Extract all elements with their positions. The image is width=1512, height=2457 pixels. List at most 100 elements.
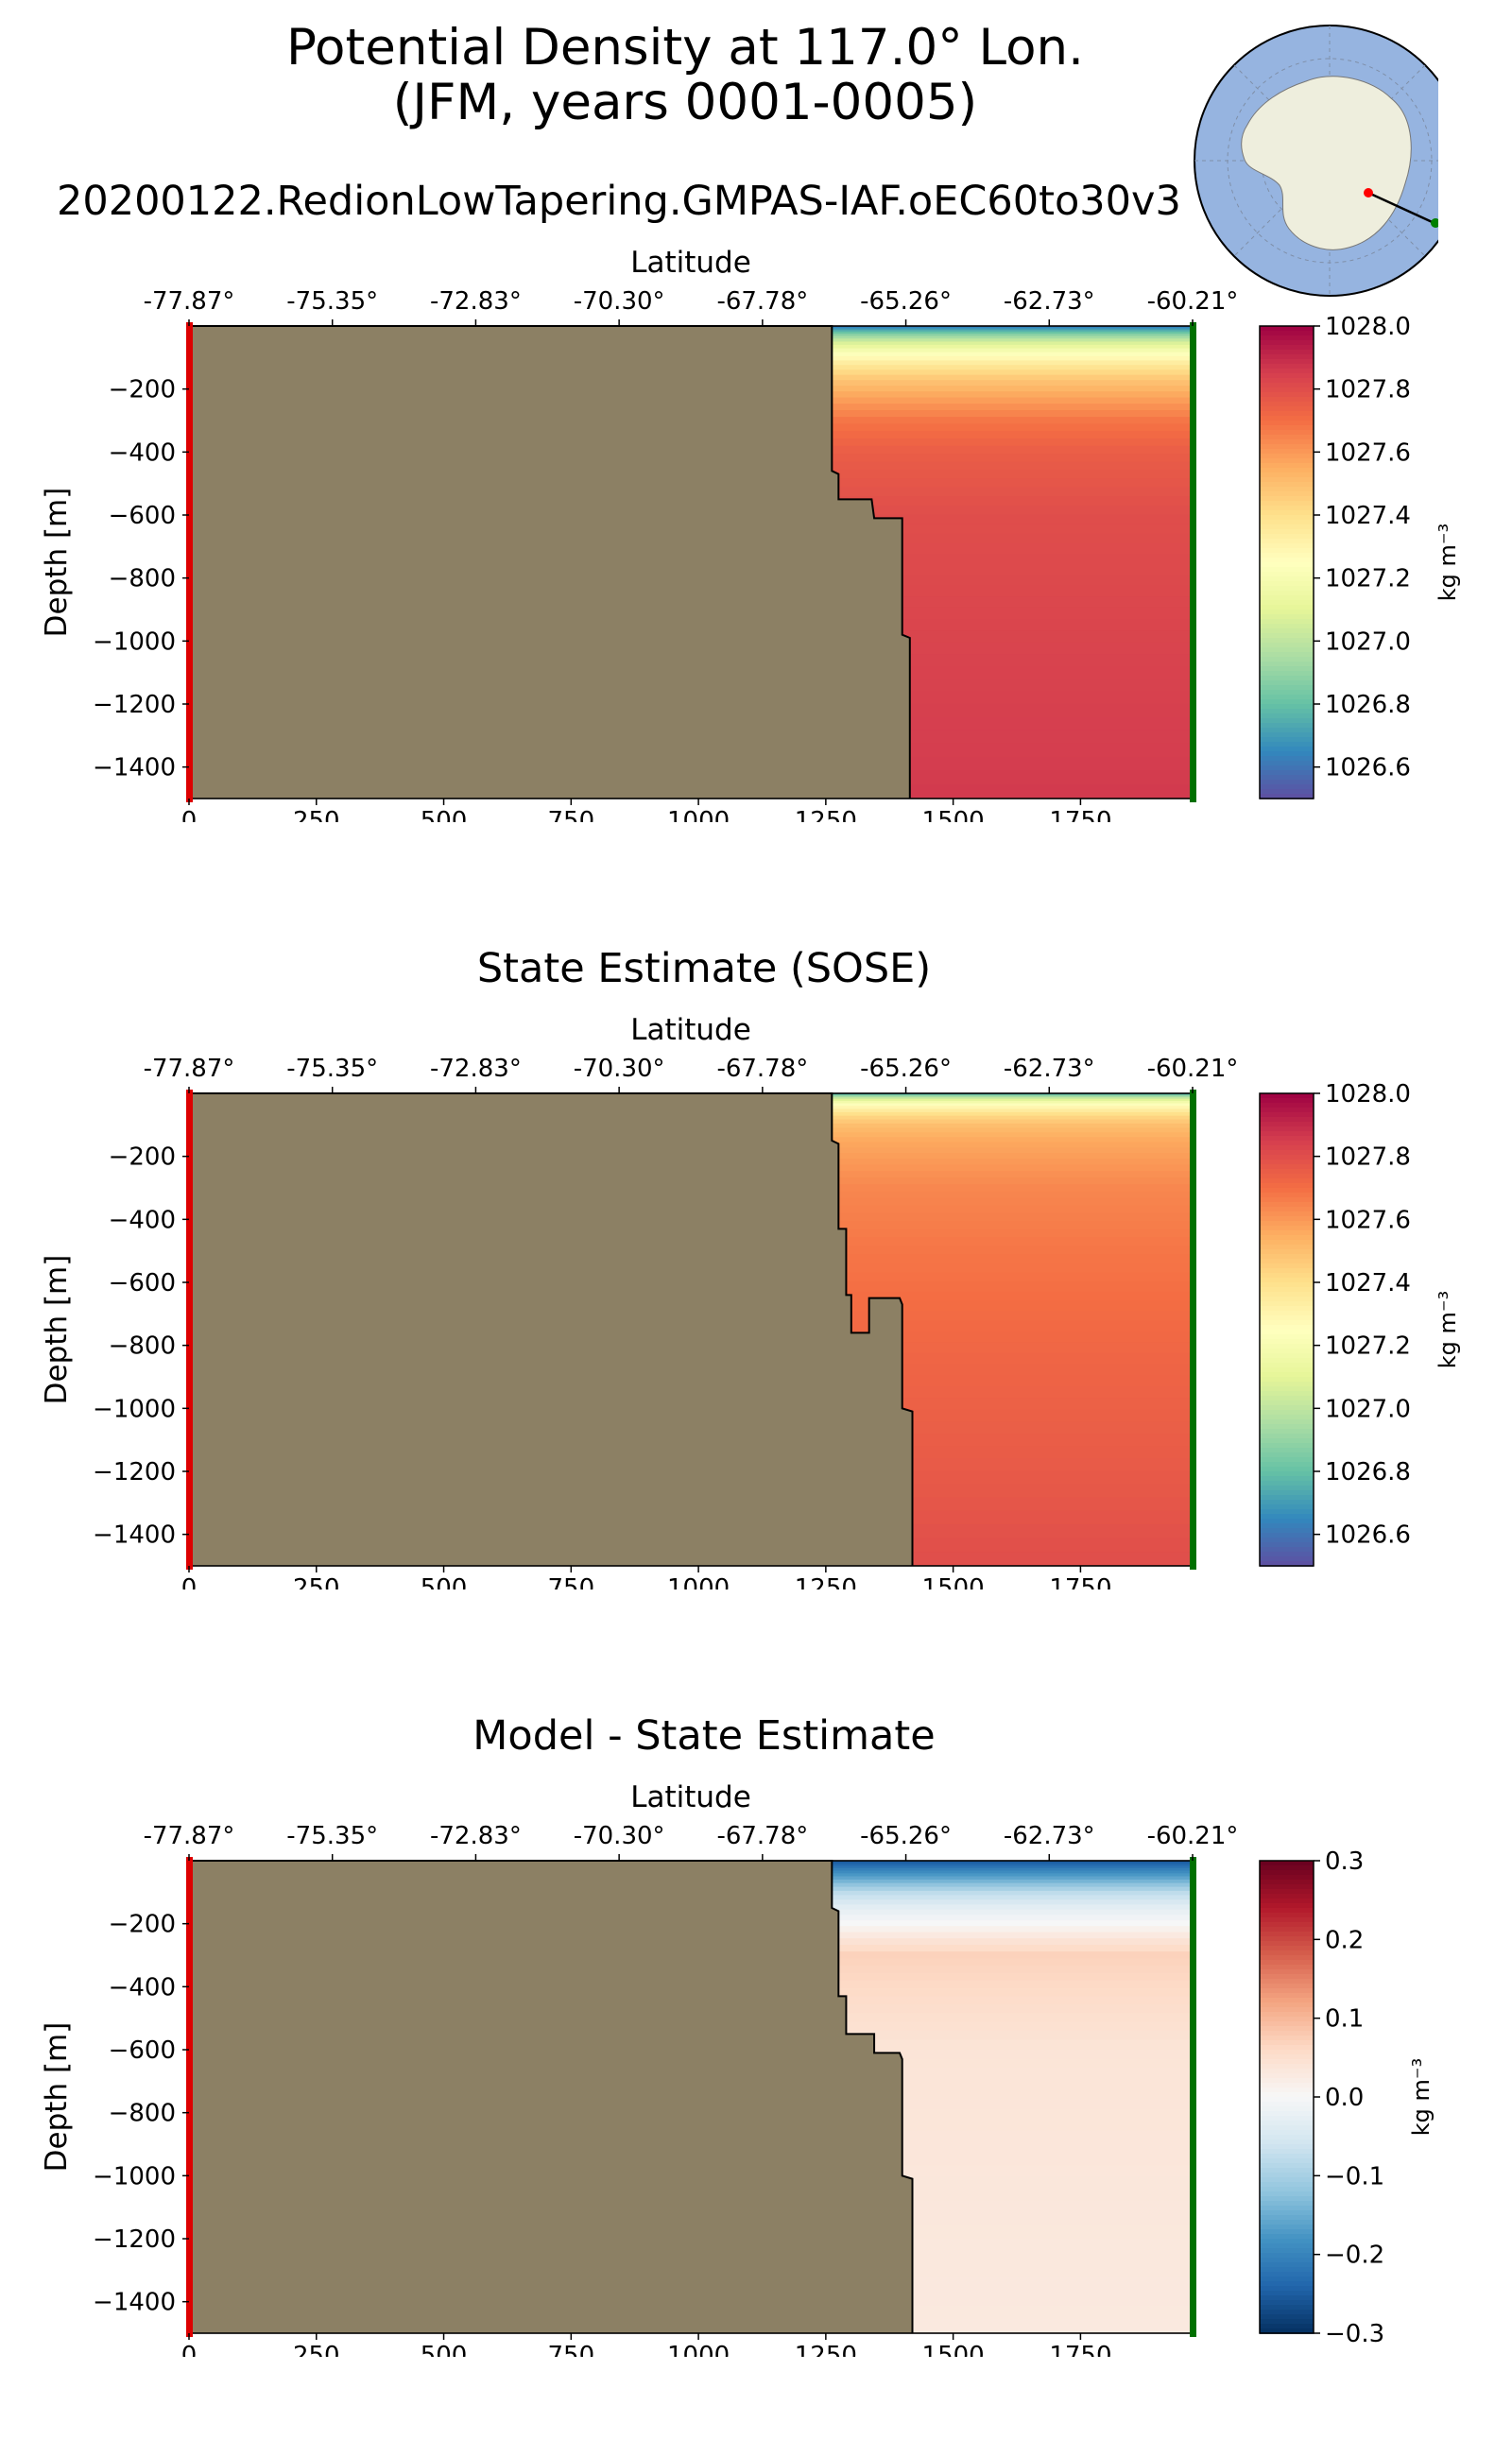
colorbar-segment [1260,581,1314,587]
colorbar-segment [1260,1178,1314,1184]
colorbar-segment [1260,2239,1314,2244]
colorbar-segment [1260,1979,1314,1984]
colorbar-segment [1260,510,1314,516]
colorbar-segment [1260,2064,1314,2070]
colorbar-segment [1260,1984,1314,1989]
colorbar-segment [1260,501,1314,507]
colorbar-segment [1260,562,1314,568]
colorbar-segment [1260,482,1314,488]
colorbar-segment [1260,373,1314,379]
difference-panel-title: Model - State Estimate [472,1712,936,1760]
colorbar-segment [1260,747,1314,752]
colorbar-segment [1260,1311,1314,1316]
colorbar-segment [1260,524,1314,530]
colorbar-segment [1260,1297,1314,1302]
colorbar-segment [1260,1467,1314,1472]
colorbar-segment [1260,1462,1314,1468]
y-tick-label: −600 [109,2036,176,2065]
colorbar-tick-label: 1026.6 [1325,754,1411,782]
colorbar-segment [1260,1490,1314,1496]
colorbar-label: kg m⁻³ [1435,1291,1461,1368]
lat-tick-label: -77.87° [144,1055,235,1083]
colorbar-segment [1260,458,1314,464]
colorbar-segment [1260,1927,1314,1933]
colorbar-segment [1260,1457,1314,1463]
colorbar-segment [1260,1899,1314,1904]
colorbar-tick-label: 1027.2 [1325,565,1411,593]
colorbar-segment [1260,506,1314,511]
colorbar-segment [1260,1263,1314,1269]
colorbar-tick-label: 0.3 [1325,1847,1364,1876]
colorbar-segment [1260,1339,1314,1345]
y-tick-label: −800 [109,1332,176,1361]
bathymetry-line [189,1860,914,2333]
colorbar-segment [1260,2305,1314,2311]
colorbar-tick-label: 1026.8 [1325,691,1411,719]
colorbar-segment [1260,2040,1314,2046]
colorbar-segment [1260,2054,1314,2060]
x-tick-label: 1500 [922,2342,985,2357]
colorbar-segment [1260,728,1314,733]
sose-density-panel: 02505007501000125015001750Distance [km]-… [40,1013,1461,1589]
colorbar [1260,1093,1314,1567]
colorbar-segment [1260,685,1314,691]
colorbar-segment [1260,586,1314,592]
colorbar-segment [1260,326,1314,332]
colorbar-segment [1260,1552,1314,1557]
colorbar-segment [1260,1917,1314,1923]
y-axis-label: Depth [m] [40,1255,74,1405]
colorbar-segment [1260,2021,1314,2027]
colorbar-segment [1260,2229,1314,2235]
colorbar-segment [1260,1197,1314,1203]
colorbar-segment [1260,1538,1314,1543]
x-tick-label: 1500 [922,1574,985,1589]
colorbar-segment [1260,2026,1314,2032]
colorbar-segment [1260,2111,1314,2117]
colorbar-segment [1260,402,1314,407]
colorbar-segment [1260,704,1314,710]
y-tick-label: −200 [109,1911,176,1939]
colorbar-segment [1260,406,1314,412]
colorbar-tick-label: 0.1 [1325,2005,1364,2034]
colorbar-segment [1260,1486,1314,1491]
colorbar-segment [1260,1561,1314,1567]
colorbar-segment [1260,1519,1314,1524]
colorbar-tick-label: 0.2 [1325,1926,1364,1954]
colorbar-segment [1260,2149,1314,2155]
colorbar-segment [1260,520,1314,525]
colorbar-segment [1260,1292,1314,1297]
colorbar-frame [1259,325,1314,799]
colorbar-segment [1260,2059,1314,2065]
colorbar-segment [1260,1131,1314,1137]
colorbar-segment [1260,2262,1314,2268]
x-tick-label: 500 [421,2342,468,2357]
colorbar-segment [1260,1476,1314,1482]
lat-tick-label: -62.73° [1004,1822,1095,1850]
colorbar-segment [1260,1528,1314,1534]
colorbar-segment [1260,2295,1314,2301]
colorbar-segment [1260,1429,1314,1435]
colorbar-segment [1260,671,1314,677]
y-axis-label: Depth [m] [40,488,74,638]
x-tick-label: 1000 [667,2342,730,2357]
colorbar-segment [1260,2225,1314,2230]
lat-tick-label: -67.78° [716,1822,808,1850]
colorbar-segment [1260,2168,1314,2174]
colorbar-segment [1260,1334,1314,1340]
colorbar-segment [1260,695,1314,700]
x-tick-label: 750 [547,2342,594,2357]
colorbar-segment [1260,2286,1314,2292]
colorbar-segment [1260,1353,1314,1359]
colorbar-segment [1260,2069,1314,2074]
y-tick-label: −1400 [93,754,176,782]
colorbar-segment [1260,2158,1314,2164]
colorbar-segment [1260,2163,1314,2169]
x-tick-label: 1250 [795,2342,857,2357]
colorbar-segment [1260,1880,1314,1885]
lat-tick-label: -75.35° [286,1822,378,1850]
colorbar-segment [1260,1126,1314,1132]
colorbar-segment [1260,1273,1314,1279]
lat-tick-label: -75.35° [286,1055,378,1083]
colorbar-segment [1260,713,1314,719]
colorbar-segment [1260,1434,1314,1439]
